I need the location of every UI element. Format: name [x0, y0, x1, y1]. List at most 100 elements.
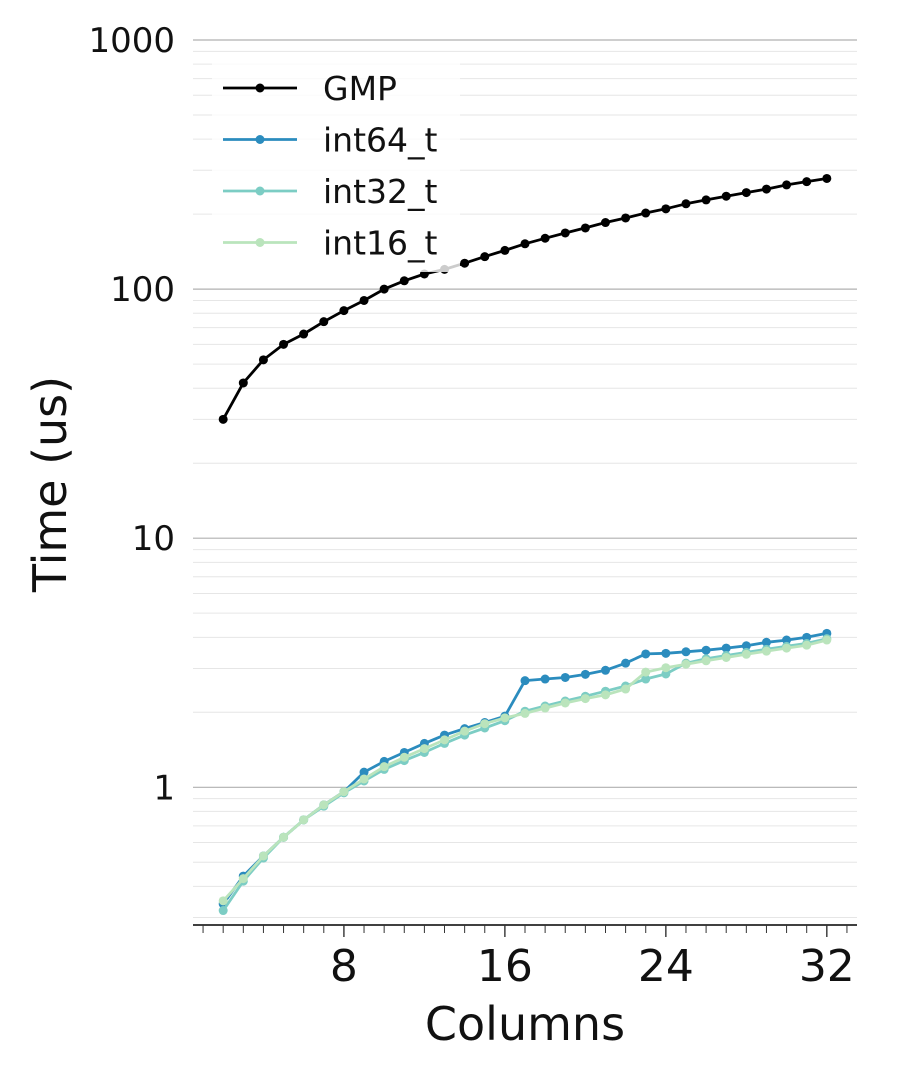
data-point-int16-t: [661, 663, 671, 673]
data-point-int16-t: [379, 762, 389, 772]
data-point-int64-t: [782, 635, 792, 645]
data-point-int64-t: [681, 647, 691, 657]
data-point-int64-t: [359, 767, 369, 777]
data-point-gmp: [741, 188, 751, 198]
data-point-gmp: [379, 284, 389, 294]
data-point-gmp: [560, 228, 570, 238]
data-point-gmp: [822, 173, 832, 183]
data-point-gmp: [238, 378, 248, 388]
data-point-int16-t: [741, 649, 751, 659]
data-point-int16-t: [258, 851, 268, 861]
y-axis-title: Time (us): [23, 376, 77, 593]
data-point-int64-t: [761, 637, 771, 647]
data-point-int16-t: [641, 667, 651, 677]
data-point-gmp: [600, 218, 610, 228]
x-tick-label: 24: [638, 941, 694, 992]
legend-label: int32_t: [323, 172, 438, 211]
data-point-int64-t: [641, 649, 651, 659]
x-tick-label: 16: [477, 941, 533, 992]
y-axis: 1 10 100 1000: [88, 21, 175, 808]
legend-swatch-marker: [255, 83, 265, 93]
data-point-int32-t: [661, 669, 671, 679]
legend-label: int16_t: [323, 224, 438, 263]
data-point-int16-t: [681, 659, 691, 669]
data-point-int16-t: [319, 800, 329, 810]
data-point-int32-t: [218, 906, 228, 916]
legend-label: GMP: [323, 69, 397, 108]
data-point-gmp: [761, 184, 771, 194]
data-point-int16-t: [339, 787, 349, 797]
data-point-int16-t: [440, 735, 450, 745]
data-point-int64-t: [701, 645, 711, 655]
x-tick-label: 8: [330, 941, 358, 992]
data-point-gmp: [782, 180, 792, 190]
x-axis-title: Columns: [425, 997, 625, 1051]
data-point-gmp: [500, 245, 510, 255]
data-point-int16-t: [359, 774, 369, 784]
data-point-int16-t: [540, 703, 550, 713]
legend-background: [212, 62, 460, 272]
data-point-int64-t: [721, 643, 731, 653]
data-point-int16-t: [802, 640, 812, 650]
data-point-int16-t: [238, 874, 248, 884]
data-point-int16-t: [761, 646, 771, 656]
data-point-gmp: [279, 339, 289, 349]
x-tick-label: 32: [799, 941, 855, 992]
data-point-int64-t: [540, 674, 550, 684]
grid-lines: [193, 39, 857, 919]
data-point-gmp: [359, 295, 369, 305]
series-layer: [218, 173, 832, 916]
data-point-gmp: [299, 329, 309, 339]
data-point-gmp: [399, 276, 409, 286]
data-point-int16-t: [822, 635, 832, 645]
data-point-int16-t: [419, 744, 429, 754]
data-point-int16-t: [621, 684, 631, 694]
y-tick-label: 10: [132, 519, 175, 559]
data-point-int64-t: [661, 648, 671, 658]
legend-swatch-marker: [255, 186, 265, 196]
legend-swatch-marker: [255, 135, 265, 144]
data-point-int16-t: [721, 652, 731, 662]
legend-item-int64-t: int64_t: [223, 121, 438, 160]
data-point-int16-t: [218, 896, 228, 906]
data-point-gmp: [540, 233, 550, 243]
data-point-gmp: [621, 213, 631, 223]
data-point-int16-t: [279, 832, 289, 842]
data-point-gmp: [480, 252, 490, 262]
data-point-gmp: [460, 258, 470, 268]
data-point-gmp: [701, 195, 711, 205]
data-point-gmp: [641, 208, 651, 218]
y-tick-label: 1: [153, 768, 175, 808]
legend-swatch-marker: [255, 238, 265, 247]
legend-item-gmp: GMP: [223, 69, 397, 108]
data-point-int16-t: [600, 690, 610, 700]
data-point-int16-t: [560, 698, 570, 708]
data-point-int64-t: [741, 641, 751, 651]
data-point-int16-t: [480, 719, 490, 729]
data-point-int16-t: [701, 656, 711, 666]
data-point-gmp: [802, 177, 812, 187]
legend-item-int16-t: int16_t: [223, 224, 438, 263]
data-point-gmp: [339, 306, 349, 316]
legend-item-int32-t: int32_t: [223, 172, 438, 211]
data-point-int64-t: [560, 672, 570, 682]
data-point-gmp: [661, 204, 671, 214]
data-point-int32-t: [641, 674, 651, 684]
data-point-int16-t: [460, 726, 470, 736]
data-point-int64-t: [580, 669, 590, 679]
data-point-gmp: [258, 355, 268, 365]
data-point-int64-t: [520, 676, 530, 686]
data-point-int16-t: [580, 694, 590, 704]
data-point-gmp: [319, 317, 329, 327]
series-gmp: [218, 173, 832, 424]
y-tick-label: 1000: [88, 21, 175, 61]
data-point-int16-t: [520, 708, 530, 718]
data-point-int16-t: [299, 815, 309, 825]
data-point-int64-t: [600, 665, 610, 675]
legend: GMP int64_t int32_t int16_t: [212, 62, 460, 272]
series-line-int64-t: [222, 631, 828, 905]
data-point-gmp: [681, 199, 691, 209]
data-point-int64-t: [621, 658, 631, 668]
data-point-gmp: [218, 414, 228, 424]
